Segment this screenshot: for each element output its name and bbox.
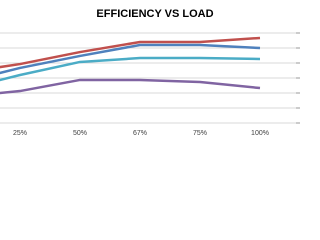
x-tick-label: 100% <box>251 130 269 137</box>
x-tick-label: 75% <box>193 130 207 137</box>
series-line <box>0 36 261 69</box>
chart-title: EFFICIENCY VS LOAD <box>96 8 213 20</box>
x-tick-label: 50% <box>73 130 87 137</box>
x-tick-label: 67% <box>133 130 147 137</box>
series-line <box>0 56 261 82</box>
chart: EFFICIENCY VS LOAD 25% 50% 67% 75% 100% <box>0 8 300 137</box>
series-line <box>0 43 261 75</box>
series-line <box>0 78 261 95</box>
x-tick-label: 25% <box>13 130 27 137</box>
page: EFFICIENCY VS LOAD 25%50%67%75%100% (() … <box>0 7 300 137</box>
